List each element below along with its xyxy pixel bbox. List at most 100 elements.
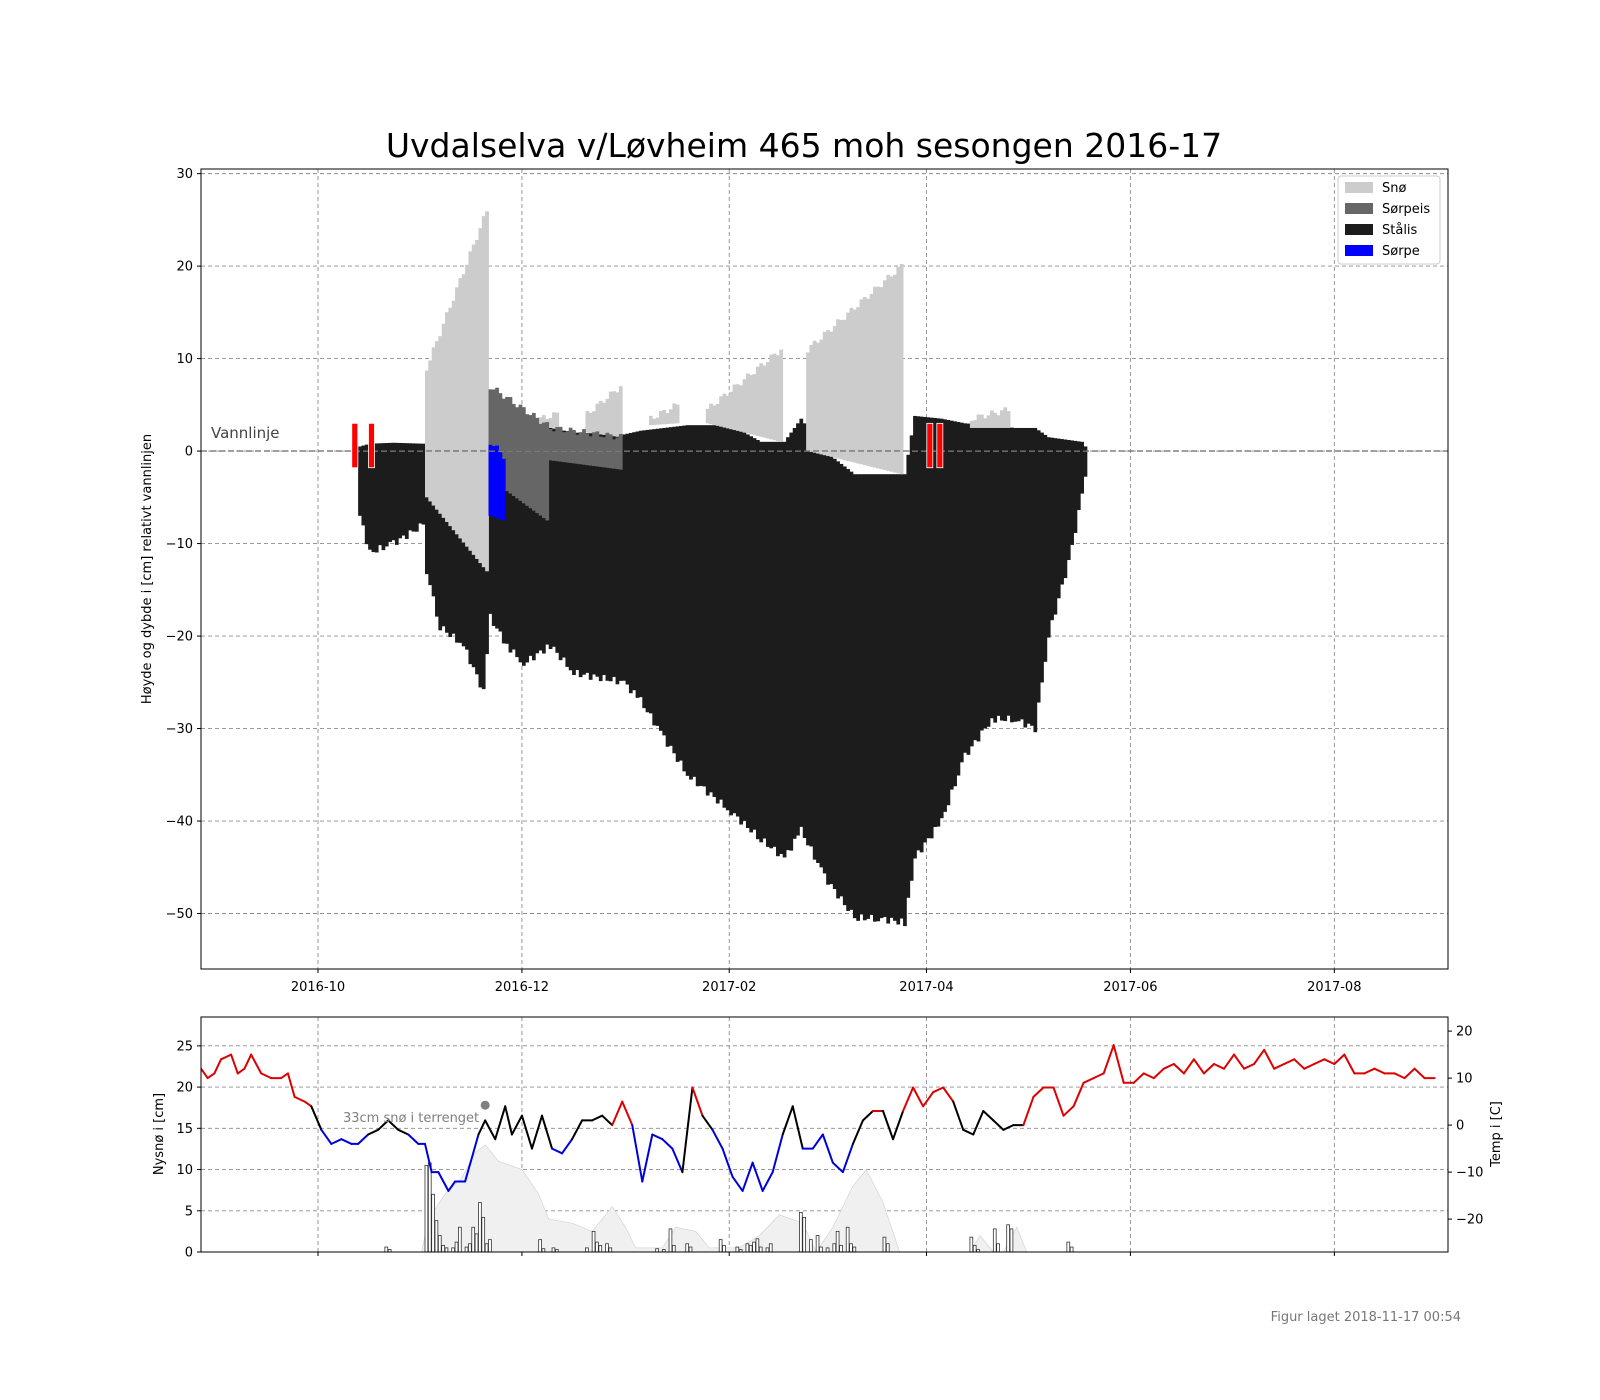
bar-snø [441, 323, 446, 518]
bar-stalis [735, 428, 740, 817]
bar-stalis [745, 434, 750, 829]
bar-stalis [1063, 439, 1068, 579]
temperature-segment [293, 1095, 306, 1103]
temperature-segment [407, 1133, 420, 1145]
bar-sørpeis [585, 433, 590, 466]
bar-snø [739, 385, 743, 432]
temperature-segment [494, 1105, 507, 1141]
new-snow-bar [835, 1230, 840, 1252]
temperature-segment [1022, 1095, 1035, 1127]
bar-stalis [445, 451, 449, 633]
temperature-segment [1293, 1058, 1306, 1070]
new-snow-bar [454, 1241, 459, 1252]
lower-content [201, 1044, 1436, 1252]
bar-stalis [709, 425, 713, 793]
bar-snø [816, 342, 820, 454]
bar-stalis [491, 451, 496, 626]
temperature-segment [952, 1100, 965, 1131]
bar-stalis [1076, 441, 1081, 511]
bar-snø [485, 211, 489, 572]
bar-stalis [976, 424, 981, 742]
new-snow-bar [551, 1247, 556, 1252]
new-snow-bar [488, 1239, 492, 1252]
bar-stalis [498, 451, 503, 632]
new-snow-bar [845, 1226, 850, 1252]
lower-y-tick-label: 5 [185, 1204, 193, 1219]
temperature-segment [367, 1128, 380, 1136]
bar-stalis [465, 451, 469, 650]
bar-stalis [759, 441, 764, 843]
temperature-segment [1363, 1067, 1376, 1075]
bar-sørpeis [555, 427, 560, 462]
bar-stalis [528, 445, 533, 656]
bar-stalis [548, 427, 553, 649]
bar-sørpeis [575, 434, 580, 464]
bar-stalis [471, 451, 476, 668]
bar-stalis [364, 444, 369, 545]
temperature-segment [691, 1086, 704, 1117]
temperature-segment [280, 1072, 289, 1080]
temperature-segment [1403, 1067, 1416, 1080]
new-snow-bar [735, 1246, 740, 1252]
lower-y-tick-label: 20 [176, 1081, 193, 1096]
temperature-segment [1333, 1053, 1346, 1065]
main-y-tick-label: 20 [176, 260, 193, 275]
bar-stalis [468, 451, 473, 665]
bar-snø [776, 355, 780, 441]
bar-snø [481, 216, 486, 568]
bar-stalis [1000, 426, 1004, 721]
new-snow-bar [441, 1245, 445, 1252]
legend-swatch [1345, 182, 1373, 193]
snow-depth-annotation: 33cm snø i terrenget [343, 1111, 479, 1126]
bar-stalis [802, 423, 807, 839]
lower-axes-frame [200, 1016, 1449, 1253]
bar-stalis [779, 441, 784, 854]
bar-stalis [515, 451, 520, 658]
temperature-segment [671, 1147, 684, 1174]
bar-stalis [755, 439, 760, 840]
temperature-segment [781, 1105, 794, 1136]
temperature-segment [1253, 1048, 1266, 1065]
bar-stalis [662, 427, 667, 736]
bar-stalis [1046, 437, 1051, 638]
main-axes-frame [200, 168, 1449, 970]
bar-stalis [679, 425, 683, 761]
bar-stalis [903, 474, 907, 927]
temperature-segment [942, 1086, 955, 1103]
bar-stalis [642, 430, 647, 709]
bar-snø [478, 228, 483, 564]
bar-stalis [876, 474, 881, 922]
legend-label: Sørpeis [1382, 202, 1430, 217]
main-y-tick-label: −50 [166, 907, 193, 922]
bar-snø [866, 298, 871, 466]
bar-snø [548, 418, 553, 428]
bar-stalis [715, 425, 720, 804]
bar-stalis [358, 446, 362, 516]
observation-marker [351, 422, 359, 469]
new-snow-bar [825, 1247, 830, 1252]
main-y-tick-label: −10 [166, 537, 193, 552]
bar-stalis [689, 425, 693, 780]
observation-marker [936, 422, 944, 469]
temperature-segment [601, 1114, 614, 1127]
bar-snø [842, 319, 847, 461]
observation-marker [368, 422, 375, 469]
bar-stalis [404, 443, 409, 539]
bar-stalis [969, 423, 974, 747]
temperature-segment [902, 1086, 915, 1112]
bar-sørpe [495, 445, 499, 519]
new-snow-bar [661, 1249, 666, 1252]
temperature-segment [340, 1138, 353, 1145]
bar-stalis [428, 445, 433, 586]
new-snow-bar [1069, 1246, 1074, 1252]
bar-stalis [896, 474, 901, 925]
temperature-segment [1062, 1105, 1075, 1117]
temperature-segment [447, 1180, 457, 1192]
bar-stalis [1033, 427, 1038, 733]
bar-snø [588, 412, 593, 434]
bar-snø [769, 354, 774, 440]
bar-snø [445, 312, 449, 522]
bar-stalis [622, 434, 626, 681]
bar-sørpeis [598, 436, 603, 467]
new-snow-bar [384, 1246, 389, 1252]
